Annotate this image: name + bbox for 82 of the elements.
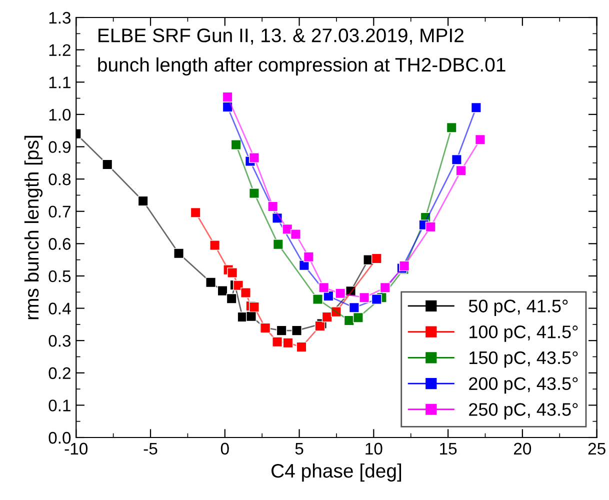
point	[233, 280, 244, 291]
point	[451, 154, 462, 165]
point	[470, 102, 482, 113]
y-tick-label: 0.0	[48, 432, 71, 444]
point	[344, 315, 354, 326]
point	[371, 294, 382, 304]
point	[312, 294, 323, 304]
y-tick-label: 0.2	[48, 367, 70, 380]
point	[248, 188, 260, 198]
point	[248, 152, 260, 163]
y-tick-label: 0.9	[48, 141, 70, 153]
y-tick-label: 0.6	[48, 238, 71, 250]
point	[227, 268, 238, 278]
y-tick-label: 1.2	[49, 44, 70, 56]
annotation: bunch length after compression at TH2-DBC.01	[98, 57, 506, 76]
y-tick-label: 0.7	[48, 206, 70, 218]
x-tick-label: 15	[440, 442, 457, 455]
x-tick-label: 10	[366, 442, 382, 455]
point	[268, 201, 278, 212]
annotation: ELBE SRF Gun II, 13. & 27.03.2019, MPI2	[98, 28, 464, 45]
legend-label: 200 pC, 43.5°	[469, 377, 578, 394]
x-tick-label: 25	[588, 442, 606, 455]
point	[322, 312, 332, 322]
point	[102, 159, 113, 170]
point	[298, 260, 310, 271]
point	[230, 140, 242, 150]
point	[346, 286, 356, 296]
point	[240, 288, 251, 298]
point	[282, 338, 294, 348]
point	[330, 306, 342, 318]
y-tick-label: 1.0	[49, 108, 71, 121]
point	[276, 325, 287, 336]
point	[425, 222, 436, 232]
y-tick-label: 0.3	[48, 334, 71, 347]
x-tick-label: 5	[295, 442, 304, 455]
point	[248, 302, 260, 312]
y-axis-title: rms bunch length [ps]	[24, 136, 43, 320]
point	[292, 325, 302, 336]
point	[314, 320, 326, 332]
point	[446, 122, 457, 133]
legend-label: 150 pC, 43.5°	[470, 351, 578, 368]
point	[348, 302, 360, 313]
point	[303, 252, 314, 262]
x-tick-label: 20	[514, 442, 532, 455]
y-tick-label: 1.1	[49, 76, 70, 88]
point	[222, 102, 233, 112]
point	[371, 253, 382, 264]
x-tick-label: -10	[64, 442, 88, 455]
point	[217, 286, 228, 296]
point	[272, 239, 284, 250]
y-tick-label: 1.3	[49, 12, 71, 24]
point	[206, 277, 216, 288]
point	[138, 196, 148, 206]
x-tick-label: 0	[220, 442, 229, 455]
point	[456, 165, 466, 176]
point	[246, 311, 256, 322]
point	[210, 240, 220, 250]
point	[399, 260, 410, 272]
point	[335, 288, 346, 299]
point	[318, 282, 330, 293]
point	[290, 229, 301, 240]
legend-label: 50 pC, 41.5°	[468, 300, 568, 316]
point	[226, 293, 237, 304]
point	[272, 212, 282, 224]
point	[474, 134, 486, 145]
point	[282, 224, 293, 234]
point	[272, 336, 282, 348]
point	[380, 282, 390, 293]
legend-label: 100 pC, 41.5°	[470, 326, 578, 342]
y-tick-label: 0.5	[48, 270, 71, 282]
point	[222, 92, 233, 102]
y-tick-label: 0.1	[48, 400, 70, 412]
x-tick-label: -5	[144, 442, 158, 455]
y-tick-label: 0.4	[48, 302, 71, 314]
point	[296, 342, 307, 352]
point	[174, 248, 184, 259]
legend-label: 250 pC, 43.5°	[469, 403, 578, 420]
point	[190, 207, 201, 218]
x-axis-title: C4 phase [deg]	[272, 463, 402, 482]
point	[352, 312, 364, 323]
y-tick-label: 0.8	[48, 173, 71, 186]
point	[359, 292, 370, 303]
